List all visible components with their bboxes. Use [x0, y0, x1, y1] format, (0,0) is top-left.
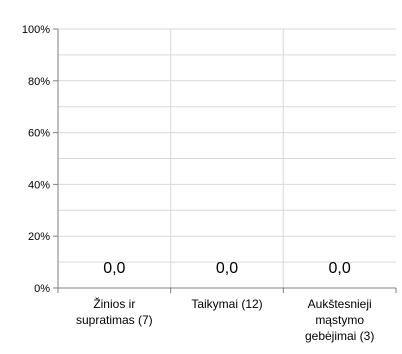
y-axis-tick-labels: 0% 20% 40% 60% 80% 100%	[22, 24, 58, 295]
bar-data-label: 0,0	[216, 260, 238, 277]
data-labels: 0,0 0,0 0,0	[103, 260, 351, 277]
y-tick-label: 80%	[28, 76, 50, 88]
axes	[57, 29, 397, 293]
x-axis-category-labels: Žinios ir supratimas (7) Taikymai (12) Aukš…	[76, 296, 374, 343]
bar-data-label: 0,0	[329, 260, 351, 277]
category-label-line: gebėjimai (3)	[305, 329, 374, 343]
category-label: Taikymai (12)	[191, 297, 262, 311]
category-label-line: mąstymo	[315, 313, 364, 327]
category-label-line: Taikymai (12)	[191, 297, 262, 311]
bar-data-label: 0,0	[103, 260, 125, 277]
y-tick-label: 60%	[28, 128, 50, 140]
gridlines	[58, 28, 396, 288]
category-label: Žinios ir supratimas (7)	[76, 296, 153, 327]
category-label-line: Žinios ir	[93, 296, 135, 311]
y-tick-label: 40%	[28, 179, 50, 191]
y-tick-label: 100%	[22, 24, 50, 36]
category-label-line: Aukštesnieji	[308, 297, 372, 311]
y-tick-label: 0%	[34, 283, 50, 295]
category-label: Aukštesnieji mąstymo gebėjimai (3)	[305, 297, 374, 343]
category-label-line: supratimas (7)	[76, 313, 153, 327]
y-tick-label: 20%	[28, 231, 50, 243]
